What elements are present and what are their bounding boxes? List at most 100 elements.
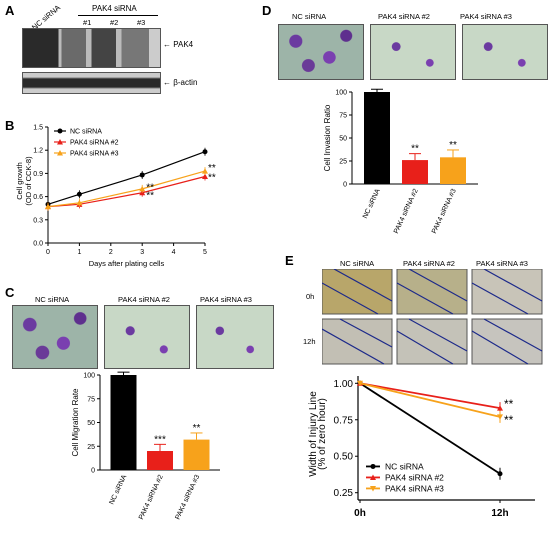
panel-letter-d: D: [262, 3, 272, 18]
chart-e: 0.25 0.50 0.75 1.00 0h 12h Width of Injury Lin…: [308, 376, 535, 519]
c-img-label-3: PAK4 siRNA #3: [200, 295, 252, 304]
e-x-tick-label: 12h: [491, 508, 508, 519]
panel-letter-a: A: [5, 3, 15, 18]
b-legend-label: PAK4 siRNA #2: [70, 140, 119, 147]
c-y-tick-label: 75: [87, 396, 95, 403]
e-data-point: [497, 405, 503, 411]
c-y-tick-label: 0: [91, 468, 95, 475]
d-y-tick-label: 100: [335, 90, 347, 97]
b-significance-marker: **: [146, 183, 154, 194]
d-y-axis-label: Cell Invasion Ratio: [323, 104, 332, 171]
c-micrograph-nc: [12, 305, 98, 369]
c-y-axis-label: Cell Migration Rate: [71, 388, 80, 457]
b-data-point: [139, 172, 145, 178]
b-legend-marker: [57, 139, 63, 145]
c-x-tick-label: PAK4 siRNA #2: [138, 474, 165, 521]
b-x-tick-label: 1: [77, 249, 81, 256]
d-y-tick-label: 75: [339, 113, 347, 120]
c-micrograph-pak4-2: [104, 305, 190, 369]
b-y-tick-label: 1.5: [33, 125, 43, 132]
wound-pak4-2-0h: [396, 269, 468, 315]
e-legend-label: PAK4 siRNA #2: [385, 472, 444, 482]
b-significance-marker: **: [208, 172, 216, 183]
e-y-tick-label: 0.75: [334, 415, 354, 426]
b-data-point: [139, 185, 146, 192]
e-col-label-2: PAK4 siRNA #2: [403, 259, 455, 268]
b-y-axis-label: Cell growth(OD of CCK-8): [15, 156, 33, 206]
b-y-tick-label: 0.9: [33, 171, 43, 178]
b-legend-label: PAK4 siRNA #3: [70, 151, 119, 158]
d-micrograph-nc: [278, 24, 364, 80]
pak4-sirna-header: PAK4 siRNA: [92, 4, 137, 13]
b-x-tick-label: 3: [140, 249, 144, 256]
b-data-point: [45, 203, 51, 210]
e-legend-label: PAK4 siRNA #3: [385, 483, 444, 493]
b-series-line: [47, 175, 206, 208]
e-y-tick-label: 0.25: [334, 488, 354, 499]
d-y-tick-label: 50: [339, 136, 347, 143]
b-legend-marker: [57, 150, 63, 156]
pak4-band-text: PAK4: [173, 40, 194, 49]
c-y-tick-label: 100: [83, 373, 95, 380]
b-x-tick-label: 5: [203, 249, 207, 256]
b-x-tick-label: 0: [46, 249, 50, 256]
d-bar: [440, 157, 466, 184]
e-data-point: [497, 471, 503, 477]
lane-label-2: #2: [110, 18, 119, 27]
b-significance-marker: **: [208, 163, 216, 174]
wound-nc-0h: [322, 269, 393, 315]
d-img-label-2: PAK4 siRNA #2: [378, 12, 430, 21]
b-x-tick-label: 4: [172, 249, 176, 256]
c-bar: [110, 375, 137, 470]
d-x-tick-label: NC siRNA: [362, 188, 382, 220]
e-significance-marker: **: [504, 397, 514, 411]
b-series-line: [47, 170, 206, 208]
pak4-bracket-line: [78, 15, 158, 16]
d-micrograph-pak4-3: [462, 24, 548, 80]
b-data-point: [76, 191, 82, 197]
d-bar: [364, 92, 390, 184]
b-y-tick-label: 1.2: [33, 148, 43, 155]
e-data-point: [357, 380, 363, 387]
c-img-label-1: NC siRNA: [35, 295, 70, 304]
c-significance-marker: ***: [154, 434, 166, 445]
d-img-label-3: PAK4 siRNA #3: [460, 12, 512, 21]
e-legend-marker: [370, 463, 376, 469]
actin-blot: [22, 72, 161, 94]
actin-band-text: β-actin: [173, 78, 198, 87]
e-y-axis-label: Width of Injury Line(% of zero hour): [308, 391, 328, 477]
b-data-point: [202, 149, 208, 155]
actin-band-label: ← β-actin: [163, 78, 198, 87]
e-series-line: [359, 382, 501, 418]
e-series-line: [359, 382, 501, 475]
e-legend-label: NC siRNA: [385, 461, 424, 471]
e-row-label-12h: 12h: [303, 337, 316, 346]
wound-images: [322, 269, 543, 365]
c-x-tick-label: PAK4 siRNA #3: [174, 474, 201, 521]
e-legend-marker: [370, 485, 376, 492]
wound-pak4-2-12h: [396, 318, 468, 365]
b-data-point: [76, 199, 83, 206]
b-significance-marker: **: [146, 190, 154, 201]
panel-letter-c: C: [5, 285, 15, 300]
d-significance-marker: **: [411, 144, 419, 155]
e-series-line: [359, 382, 501, 409]
lane-label-1: #1: [83, 18, 92, 27]
panel-letter-b: B: [5, 118, 15, 133]
c-micrograph-pak4-3: [196, 305, 274, 369]
d-y-tick-label: 25: [339, 159, 347, 166]
c-y-tick-label: 25: [87, 444, 95, 451]
c-y-tick-label: 50: [87, 420, 95, 427]
c-significance-marker: **: [193, 423, 201, 434]
pak4-band-label: ← PAK4: [163, 40, 194, 49]
e-y-tick-label: 1.00: [334, 379, 354, 390]
d-significance-marker: **: [449, 140, 457, 151]
e-significance-marker: **: [504, 413, 514, 427]
c-x-tick-label: NC siRNA: [108, 474, 128, 506]
d-x-tick-label: PAK4 siRNA #2: [393, 188, 420, 235]
b-y-tick-label: 0.0: [33, 241, 43, 248]
e-row-label-0h: 0h: [306, 292, 315, 301]
b-legend-marker: [57, 128, 63, 134]
d-y-tick-label: 0: [343, 182, 347, 189]
